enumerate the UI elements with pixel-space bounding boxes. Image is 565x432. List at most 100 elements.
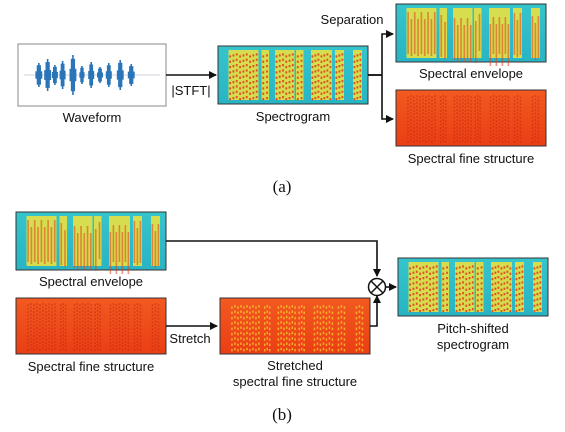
harmonic-dot xyxy=(476,310,479,313)
fine-structure-mark xyxy=(489,137,492,140)
harmonic-dot xyxy=(296,82,299,85)
fine-structure-mark xyxy=(94,314,96,317)
fine-structure-mark xyxy=(313,322,316,325)
fine-structure-mark xyxy=(498,95,501,97)
fine-structure-mark xyxy=(416,119,418,121)
fine-structure-mark xyxy=(416,102,418,104)
fine-structure-mark xyxy=(94,321,96,324)
fine-structure-mark xyxy=(124,316,127,319)
fine-structure-mark xyxy=(96,316,99,319)
harmonic-dot xyxy=(232,81,235,84)
harmonic-dot xyxy=(282,69,284,72)
fine-structure-mark xyxy=(492,105,495,108)
harmonic-dot xyxy=(255,90,258,93)
fine-structure-mark xyxy=(59,304,62,307)
fine-structure-mark xyxy=(456,132,458,135)
fine-structure-mark xyxy=(51,338,53,341)
harmonic-dot xyxy=(282,64,284,67)
harmonic-dot xyxy=(435,292,438,295)
fine-structure-mark xyxy=(285,326,288,329)
fine-structure-mark xyxy=(422,119,424,121)
fine-structure-mark xyxy=(439,127,442,129)
fine-structure-mark xyxy=(118,323,121,326)
harmonic-dot xyxy=(503,298,506,301)
fine-structure-mark xyxy=(442,126,444,128)
fine-structure-mark xyxy=(322,315,325,319)
stretched-fine-structure-panel xyxy=(219,297,371,355)
envelope-streak xyxy=(115,232,118,274)
stft-label: |STFT| xyxy=(171,83,210,98)
fine-structure-mark xyxy=(288,338,291,341)
fine-structure-mark xyxy=(249,322,251,325)
harmonic-dot xyxy=(232,59,235,62)
fine-structure-mark xyxy=(413,127,415,129)
fine-structure-mark xyxy=(313,343,316,347)
fine-structure-mark xyxy=(492,122,495,125)
fine-structure-mark xyxy=(453,113,456,116)
fine-structure-mark xyxy=(258,310,260,313)
fine-structure-mark xyxy=(133,314,136,317)
fine-structure-mark xyxy=(467,105,470,108)
fine-structure-mark xyxy=(519,103,522,105)
envelope-streak xyxy=(410,19,413,56)
fine-structure-mark xyxy=(479,134,481,136)
fine-structure-mark xyxy=(90,338,92,341)
harmonic-dot xyxy=(245,53,248,56)
fine-structure-mark xyxy=(157,331,160,334)
fine-structure-mark xyxy=(416,98,418,101)
harmonic-dot xyxy=(506,292,509,295)
fine-structure-mark xyxy=(84,331,87,334)
fine-structure-mark xyxy=(519,110,522,112)
fine-structure-mark xyxy=(84,318,87,320)
fine-structure-mark xyxy=(531,127,534,129)
fine-structure-mark xyxy=(133,321,136,324)
fine-structure-mark xyxy=(39,311,41,313)
fine-structure-mark xyxy=(513,96,516,99)
fine-structure-mark xyxy=(96,330,99,333)
harmonic-dot xyxy=(429,283,431,286)
fine-structure-mark xyxy=(115,342,118,344)
harmonic-dot xyxy=(291,85,294,88)
fine-structure-mark xyxy=(434,136,436,138)
fine-structure-mark xyxy=(340,337,343,340)
fine-structure-mark xyxy=(27,331,29,334)
harmonic-dot xyxy=(497,302,500,305)
fine-structure-mark xyxy=(428,112,430,114)
fine-structure-mark xyxy=(358,326,361,329)
harmonic-dot xyxy=(462,292,464,295)
fine-structure-mark xyxy=(133,325,136,327)
fine-structure-mark xyxy=(507,117,510,119)
fine-structure-mark xyxy=(124,327,127,329)
fine-structure-mark xyxy=(337,306,340,309)
fine-structure-mark xyxy=(516,108,519,111)
fine-structure-mark xyxy=(442,105,444,108)
harmonic-dot xyxy=(255,53,258,56)
fine-structure-mark xyxy=(504,102,507,104)
fine-structure-mark xyxy=(358,321,361,324)
fine-structure-mark xyxy=(109,342,112,344)
envelope-streak xyxy=(504,17,507,54)
fine-structure-mark xyxy=(64,318,67,320)
fine-structure-mark xyxy=(461,105,464,108)
fine-structure-mark xyxy=(298,338,300,341)
harmonic-dot xyxy=(432,287,435,290)
harmonic-dot xyxy=(533,272,536,275)
harmonic-dot xyxy=(497,265,500,268)
fine-structure-mark xyxy=(280,310,282,313)
fine-structure-mark xyxy=(428,122,430,125)
fine-structure-mark xyxy=(255,306,257,309)
harmonic-dot xyxy=(465,267,468,270)
fine-structure-mark xyxy=(498,102,501,104)
fine-structure-mark xyxy=(325,322,328,325)
fine-structure-mark xyxy=(422,132,424,135)
envelope-streak xyxy=(460,18,462,60)
harmonic-dot xyxy=(465,304,468,307)
harmonic-dot xyxy=(326,74,329,77)
fine-structure-mark xyxy=(537,127,540,129)
harmonic-dot xyxy=(326,85,329,88)
fine-structure-mark xyxy=(76,344,78,346)
fine-structure-mark xyxy=(59,321,62,324)
fine-structure-mark xyxy=(439,117,442,119)
harmonic-dot xyxy=(266,81,268,84)
fine-structure-mark xyxy=(413,123,415,126)
